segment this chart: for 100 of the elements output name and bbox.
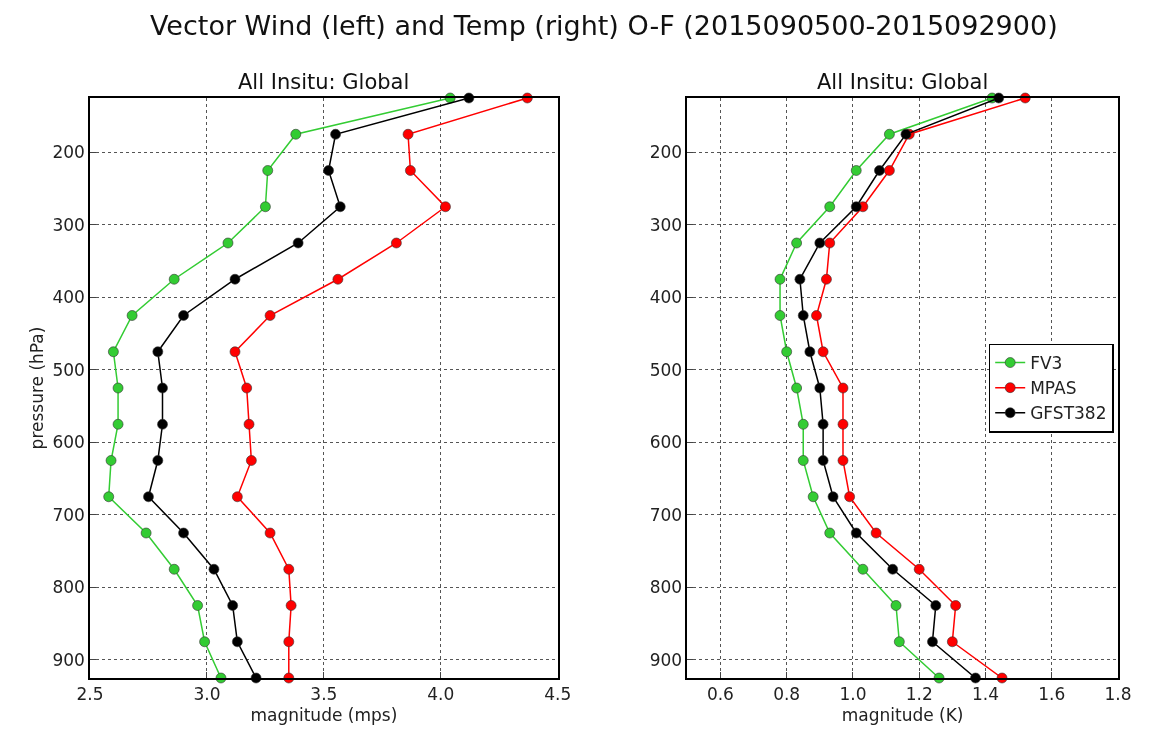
point	[168, 563, 180, 575]
point	[330, 128, 341, 140]
point	[814, 237, 826, 249]
point	[930, 600, 942, 611]
y-tick-label: 400	[649, 287, 683, 308]
point	[152, 455, 164, 466]
point	[887, 563, 898, 575]
point	[824, 201, 836, 213]
y-tick-label: 800	[52, 577, 85, 598]
point	[837, 455, 849, 466]
point	[791, 382, 802, 394]
x-axis-title: magnitude (K)	[841, 705, 964, 726]
point	[232, 491, 243, 503]
x-tick-label: 1.4	[971, 684, 999, 705]
point	[817, 346, 829, 358]
point	[391, 237, 402, 249]
x-tick-label: 3.0	[193, 684, 221, 705]
point	[143, 491, 154, 503]
point	[260, 201, 271, 213]
point	[440, 201, 451, 213]
legend-label: GFST382	[1030, 403, 1107, 424]
point	[246, 455, 257, 466]
point	[178, 527, 189, 539]
point	[157, 418, 168, 430]
point	[112, 382, 124, 394]
text: Vector Wind (left) and Temp (right) O-F (2015090500-2015092900)	[150, 10, 1058, 41]
point	[232, 636, 243, 648]
point	[332, 273, 344, 285]
x-tick-label: 2.5	[76, 684, 104, 705]
point	[178, 310, 189, 321]
x-tick-label: 1.0	[839, 684, 867, 705]
point	[817, 418, 829, 430]
point	[283, 636, 295, 648]
y-tick-label: 900	[649, 649, 683, 670]
point	[857, 563, 869, 575]
y-tick-label: 600	[649, 432, 683, 453]
chart-title: All Insitu: Global	[817, 70, 989, 94]
x-tick-label: 1.2	[905, 684, 933, 705]
x-tick-label: 1.8	[1104, 684, 1132, 705]
point	[817, 455, 829, 466]
point	[884, 128, 895, 140]
point	[894, 636, 905, 648]
point	[870, 527, 882, 539]
point	[804, 346, 816, 358]
point	[168, 273, 180, 285]
point	[112, 418, 124, 430]
point	[837, 382, 849, 394]
point	[844, 491, 855, 503]
point	[105, 455, 117, 466]
y-tick-label: 900	[52, 649, 85, 670]
y-tick-label: 500	[649, 359, 683, 380]
point	[821, 273, 832, 285]
point	[126, 310, 138, 321]
y-tick-label: 500	[52, 359, 85, 380]
point	[890, 600, 902, 611]
point	[241, 382, 252, 394]
x-tick-label: 0.6	[706, 684, 734, 705]
legend-label: FV3	[1030, 353, 1063, 374]
point	[323, 165, 334, 176]
x-tick-label: 4.0	[427, 684, 455, 705]
point	[797, 455, 809, 466]
point	[229, 346, 241, 358]
x-tick-label: 4.5	[544, 684, 572, 705]
point	[227, 600, 238, 611]
point	[824, 237, 836, 249]
y-tick-label: 700	[649, 504, 683, 525]
point	[874, 165, 885, 176]
y-tick-label: 700	[52, 504, 85, 525]
point	[837, 418, 849, 430]
x-tick-label: 3.5	[310, 684, 338, 705]
point	[850, 165, 862, 176]
point	[108, 346, 119, 358]
y-tick-label: 800	[649, 577, 683, 598]
point	[264, 310, 276, 321]
point	[827, 491, 839, 503]
point	[292, 237, 304, 249]
point	[850, 527, 862, 539]
point	[103, 491, 115, 503]
point	[814, 382, 826, 394]
point	[850, 201, 862, 213]
point	[405, 165, 416, 176]
point	[913, 563, 925, 575]
y-tick-label: 300	[649, 214, 683, 235]
point	[402, 128, 414, 140]
point	[140, 527, 152, 539]
x-tick-label: 1.6	[1038, 684, 1066, 705]
point	[222, 237, 234, 249]
point	[229, 273, 241, 285]
y-tick-label: 400	[52, 287, 85, 308]
point	[774, 310, 786, 321]
point	[243, 418, 255, 430]
point	[208, 563, 220, 575]
point	[781, 346, 792, 358]
point	[283, 563, 295, 575]
x-axis-title: magnitude (mps)	[250, 705, 398, 726]
point	[285, 600, 297, 611]
point	[797, 310, 809, 321]
point	[794, 273, 806, 285]
point	[192, 600, 203, 611]
point	[290, 128, 302, 140]
